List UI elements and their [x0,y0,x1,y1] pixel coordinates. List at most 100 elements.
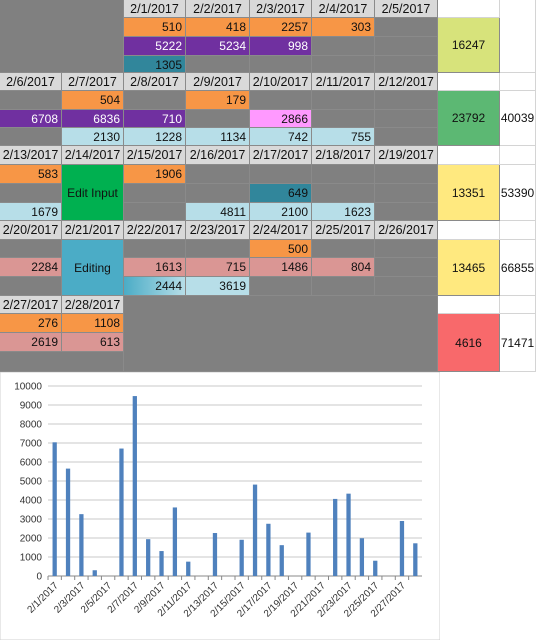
running-total-cell[interactable]: 71471 [500,314,536,372]
date-header-cell[interactable]: 2/9/2017 [186,73,250,91]
value-cell[interactable]: 504 [62,91,124,110]
value-cell[interactable]: 1134 [186,128,250,146]
value-cell[interactable] [375,91,438,110]
value-cell[interactable]: 4811 [186,203,250,221]
empty-cell[interactable] [500,0,536,73]
value-cell[interactable]: 710 [124,110,186,128]
empty-cell[interactable] [500,73,536,91]
value-cell[interactable]: 2100 [250,203,312,221]
value-cell[interactable] [375,203,438,221]
value-cell[interactable]: 1486 [250,258,312,277]
date-header-cell[interactable]: 2/25/2017 [312,221,375,240]
value-cell[interactable] [250,56,312,73]
value-cell[interactable] [0,91,62,110]
date-header-cell[interactable]: 2/17/2017 [250,146,312,165]
date-header-cell[interactable]: 2/23/2017 [186,221,250,240]
week-total-cell[interactable]: 16247 [438,18,500,73]
value-cell[interactable] [375,165,438,184]
value-cell[interactable]: 3619 [186,277,250,296]
value-cell[interactable] [250,165,312,184]
value-cell[interactable] [0,240,62,258]
value-cell[interactable]: 303 [312,18,375,37]
empty-cell[interactable] [500,221,536,240]
date-header-cell[interactable]: 2/28/2017 [62,296,124,314]
date-header-cell[interactable]: 2/18/2017 [312,146,375,165]
value-cell[interactable] [124,203,186,221]
value-cell[interactable] [186,184,250,203]
date-header-cell[interactable]: 2/14/2017 [62,146,124,165]
value-cell[interactable] [124,184,186,203]
value-cell[interactable] [186,240,250,258]
value-cell[interactable]: 649 [250,184,312,203]
value-cell[interactable] [250,277,312,296]
value-cell[interactable]: 276 [0,314,62,333]
empty-cell[interactable] [438,0,500,18]
value-cell[interactable] [312,110,375,128]
edit-input-cell[interactable]: Edit Input [62,165,124,221]
value-cell[interactable]: 742 [250,128,312,146]
week-total-cell[interactable]: 4616 [438,314,500,372]
value-cell[interactable]: 5222 [124,37,186,56]
date-header-cell[interactable]: 2/8/2017 [124,73,186,91]
date-header-cell[interactable]: 2/21/2017 [62,221,124,240]
value-cell[interactable] [186,110,250,128]
value-cell[interactable]: 2284 [0,258,62,277]
value-cell[interactable]: 2130 [62,128,124,146]
date-header-cell[interactable]: 2/4/2017 [312,0,375,18]
value-cell[interactable]: 613 [62,333,124,352]
value-cell[interactable]: 1228 [124,128,186,146]
running-total-cell[interactable]: 53390 [500,165,536,221]
date-header-cell[interactable]: 2/7/2017 [62,73,124,91]
date-header-cell[interactable]: 2/19/2017 [375,146,438,165]
value-cell[interactable] [0,277,62,296]
value-cell[interactable]: 6708 [0,110,62,128]
running-total-cell[interactable]: 66855 [500,240,536,296]
date-header-cell[interactable]: 2/13/2017 [0,146,62,165]
date-header-cell[interactable]: 2/26/2017 [375,221,438,240]
week-total-cell[interactable]: 13465 [438,240,500,296]
value-cell[interactable] [375,128,438,146]
value-cell[interactable] [375,184,438,203]
value-cell[interactable] [124,240,186,258]
value-cell[interactable] [186,165,250,184]
date-header-cell[interactable]: 2/6/2017 [0,73,62,91]
date-header-cell[interactable]: 2/1/2017 [124,0,186,18]
value-cell[interactable] [375,110,438,128]
value-cell[interactable]: 2619 [0,333,62,352]
value-cell[interactable] [250,91,312,110]
value-cell[interactable] [124,91,186,110]
value-cell[interactable]: 2444 [124,277,186,296]
empty-cell[interactable] [438,73,500,91]
value-cell[interactable] [312,37,375,56]
date-header-cell[interactable]: 2/24/2017 [250,221,312,240]
value-cell[interactable]: 5234 [186,37,250,56]
value-cell[interactable]: 1623 [312,203,375,221]
week-total-cell[interactable]: 23792 [438,91,500,146]
value-cell[interactable]: 418 [186,18,250,37]
value-cell[interactable] [0,184,62,203]
value-cell[interactable]: 1613 [124,258,186,277]
empty-cell[interactable] [124,296,438,372]
value-cell[interactable]: 755 [312,128,375,146]
value-cell[interactable]: 1906 [124,165,186,184]
date-header-cell[interactable]: 2/16/2017 [186,146,250,165]
value-cell[interactable] [375,240,438,258]
value-cell[interactable]: 6836 [62,110,124,128]
empty-cell[interactable] [0,0,124,73]
date-header-cell[interactable]: 2/22/2017 [124,221,186,240]
value-cell[interactable] [0,128,62,146]
empty-cell[interactable] [0,352,124,372]
date-header-cell[interactable]: 2/20/2017 [0,221,62,240]
empty-cell[interactable] [438,146,500,165]
date-header-cell[interactable]: 2/2/2017 [186,0,250,18]
value-cell[interactable]: 2866 [250,110,312,128]
empty-cell[interactable] [500,146,536,165]
week-total-cell[interactable]: 13351 [438,165,500,221]
value-cell[interactable]: 500 [250,240,312,258]
value-cell[interactable]: 583 [0,165,62,184]
date-header-cell[interactable]: 2/11/2017 [312,73,375,91]
value-cell[interactable]: 1305 [124,56,186,73]
value-cell[interactable]: 510 [124,18,186,37]
value-cell[interactable] [186,56,250,73]
date-header-cell[interactable]: 2/10/2017 [250,73,312,91]
